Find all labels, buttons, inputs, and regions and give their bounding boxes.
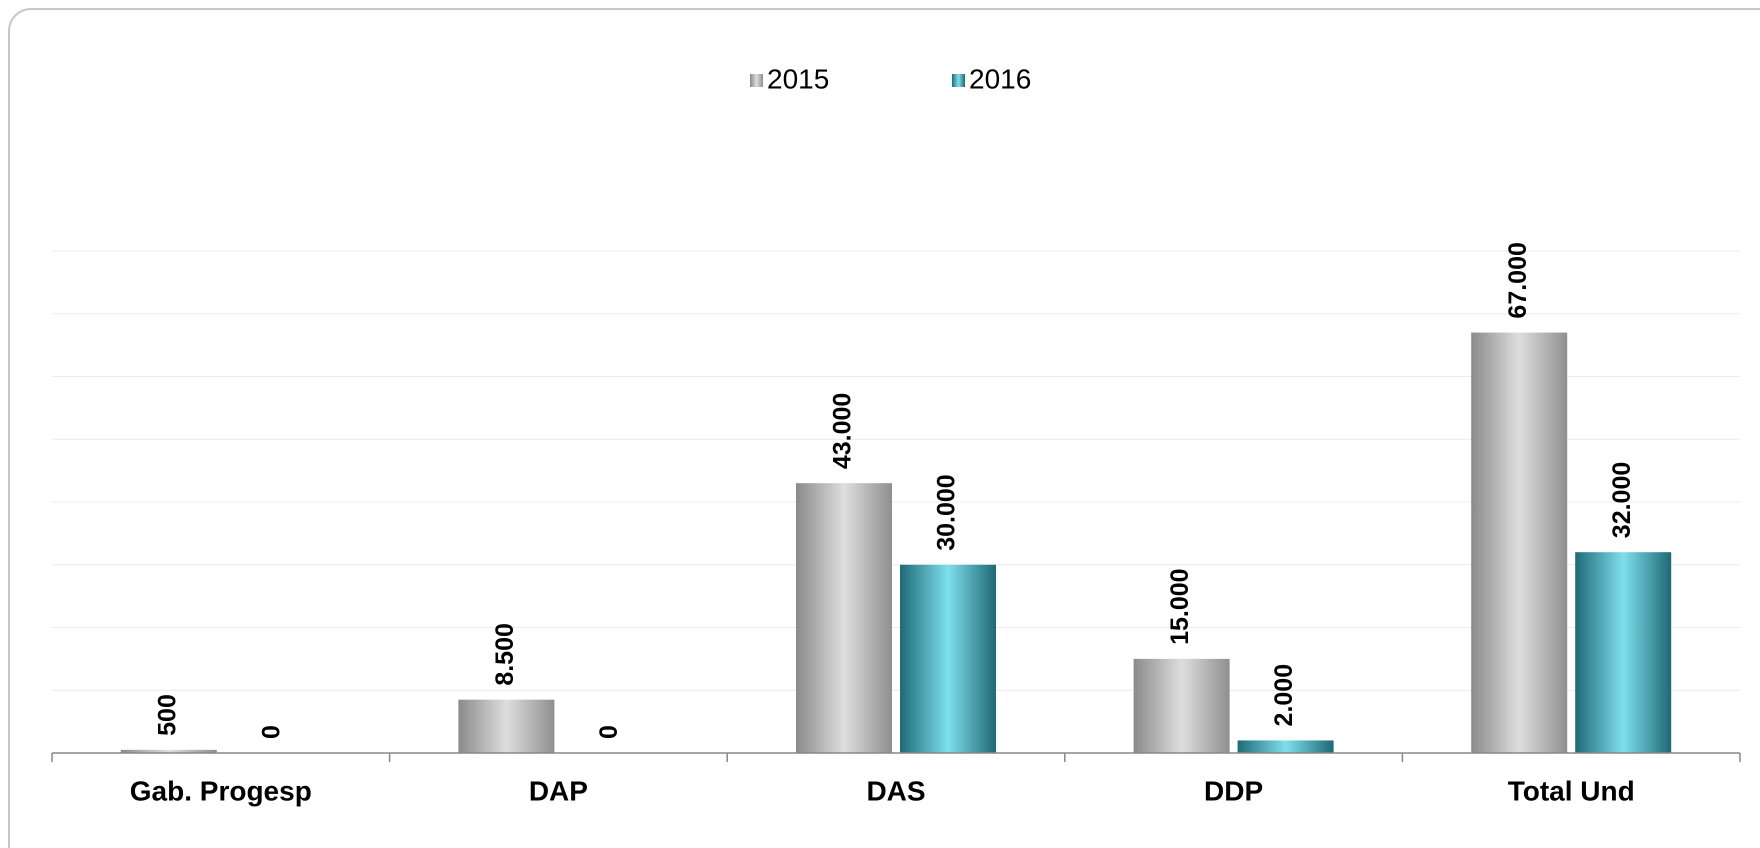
x-tick-label: DAP bbox=[529, 775, 588, 806]
x-tick-label: DAS bbox=[866, 775, 925, 806]
data-label: 0 bbox=[257, 725, 285, 739]
legend-label: 2015 bbox=[767, 63, 829, 94]
data-label: 2.000 bbox=[1270, 664, 1298, 727]
chart-frame bbox=[8, 8, 1760, 848]
bar bbox=[458, 699, 555, 753]
bar bbox=[1237, 740, 1334, 753]
data-label: 500 bbox=[153, 694, 181, 736]
data-label: 32.000 bbox=[1608, 462, 1636, 538]
legend-label: 2016 bbox=[969, 63, 1031, 94]
data-label: 0 bbox=[595, 725, 623, 739]
bar bbox=[1133, 658, 1230, 753]
bar bbox=[1471, 332, 1568, 753]
x-tick-label: DDP bbox=[1204, 775, 1263, 806]
data-label: 43.000 bbox=[829, 393, 857, 469]
x-tick-label: Total Und bbox=[1508, 775, 1635, 806]
data-label: 15.000 bbox=[1166, 568, 1194, 644]
legend-swatch bbox=[750, 74, 763, 87]
bar bbox=[1575, 552, 1672, 753]
bar bbox=[796, 483, 892, 753]
x-tick-label: Gab. Progesp bbox=[130, 775, 312, 806]
legend-swatch bbox=[952, 74, 965, 87]
data-label: 8.500 bbox=[491, 623, 519, 686]
data-label: 67.000 bbox=[1504, 242, 1532, 318]
data-label: 30.000 bbox=[933, 474, 961, 550]
bar bbox=[900, 564, 996, 753]
bar bbox=[120, 749, 217, 753]
